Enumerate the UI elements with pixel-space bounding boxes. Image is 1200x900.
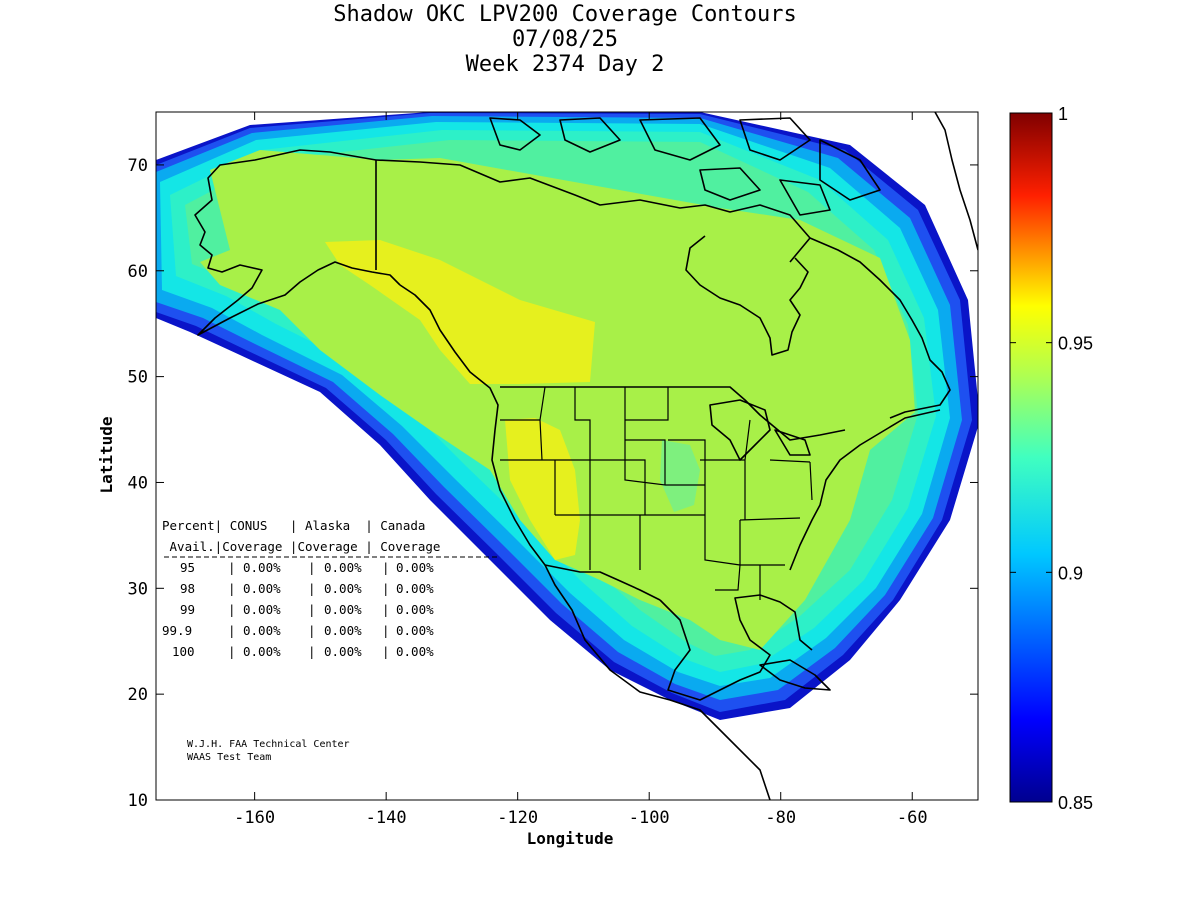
colorbar: 0.85 0.9 0.95 1	[1009, 104, 1093, 813]
y-tick-label: 50	[128, 368, 148, 388]
table-cell-canada: 0.00%	[396, 602, 434, 617]
arctic-islands	[489, 117, 881, 216]
colorbar-gradient	[1009, 112, 1053, 803]
table-separator: |	[228, 644, 236, 659]
table-separator: |	[382, 644, 390, 659]
table-cell-canada: 0.00%	[396, 623, 434, 638]
colorbar-tick-label: 0.95	[1058, 334, 1093, 354]
y-tick-label: 40	[128, 473, 148, 493]
table-header-row-1: Percent| CONUS | Alaska | Canada	[162, 518, 425, 533]
y-tick-label: 60	[128, 262, 148, 282]
table-row: 95 | 0.00% | 0.00% | 0.00%	[180, 560, 434, 575]
table-separator: |	[382, 602, 390, 617]
map-title-week: Week 2374 Day 2	[465, 52, 665, 77]
us-state-borders	[500, 386, 813, 600]
y-tick-label: 30	[128, 579, 148, 599]
table-row: 100 | 0.00% | 0.00% | 0.00%	[172, 644, 434, 659]
atlantic-coast	[789, 409, 941, 571]
x-tick-label: -100	[629, 808, 670, 828]
y-axis-label: Latitude	[97, 416, 116, 493]
table-cell-avail: 95	[180, 560, 195, 575]
cuba-outline	[759, 659, 831, 691]
hudson-bay	[685, 235, 809, 356]
table-row: 98 | 0.00% | 0.00% | 0.00%	[180, 581, 434, 596]
x-tick-label: -140	[366, 808, 407, 828]
great-lakes	[709, 399, 811, 461]
table-cell-avail: 99.9	[162, 623, 192, 638]
coverage-table: Percent| CONUS | Alaska | Canada Avail.|…	[162, 518, 500, 659]
greenland-coast	[934, 112, 978, 251]
table-cell-canada: 0.00%	[396, 581, 434, 596]
table-cell-alaska: 0.00%	[324, 560, 362, 575]
coverage-contours	[156, 112, 978, 720]
map-title-line-1: Shadow OKC LPV200 Coverage Contours	[333, 2, 797, 27]
table-cell-conus: 0.00%	[243, 560, 281, 575]
table-cell-avail: 99	[180, 602, 195, 617]
credit-block: W.J.H. FAA Technical Center WAAS Test Te…	[187, 739, 350, 763]
y-axis: 10 20 30 40 50 60 70 Latitude	[97, 156, 978, 811]
canada-arctic-coast	[375, 159, 811, 263]
table-header-row-2: Avail.|Coverage |Coverage | Coverage	[162, 539, 440, 554]
plot-frame	[155, 111, 979, 801]
table-cell-avail: 100	[172, 644, 195, 659]
table-separator: |	[308, 581, 316, 596]
x-tick-label: -60	[897, 808, 928, 828]
table-cell-alaska: 0.00%	[324, 581, 362, 596]
table-cell-conus: 0.00%	[243, 602, 281, 617]
table-cell-conus: 0.00%	[243, 623, 281, 638]
table-cell-conus: 0.00%	[243, 581, 281, 596]
colorbar-tick-label: 0.9	[1058, 563, 1083, 583]
coastlines-and-borders	[194, 112, 978, 800]
table-separator: |	[308, 602, 316, 617]
colorbar-tick-label: 1	[1058, 104, 1068, 124]
colorbar-tick-label: 0.85	[1058, 793, 1093, 813]
table-cell-canada: 0.00%	[396, 644, 434, 659]
table-cell-alaska: 0.00%	[324, 602, 362, 617]
contour-band-yellow-west	[505, 418, 580, 560]
alaska-coastline	[194, 149, 401, 336]
table-cell-canada: 0.00%	[396, 560, 434, 575]
table-separator: |	[308, 560, 316, 575]
credit-team: WAAS Test Team	[187, 752, 271, 763]
table-separator: |	[228, 602, 236, 617]
us-mexico-border	[544, 564, 661, 601]
x-axis: -160 -140 -120 -100 -80 -60 Longitude	[234, 112, 928, 848]
x-tick-label: -120	[497, 808, 538, 828]
x-tick-label: -160	[234, 808, 275, 828]
contour-band-green-plains	[660, 440, 700, 512]
table-cell-alaska: 0.00%	[324, 623, 362, 638]
table-separator: |	[228, 581, 236, 596]
table-row: 99 | 0.00% | 0.00% | 0.00%	[180, 602, 434, 617]
table-separator: |	[228, 560, 236, 575]
map-title-date: 07/08/25	[512, 27, 618, 52]
x-tick-label: -80	[765, 808, 796, 828]
table-separator: |	[382, 623, 390, 638]
table-cell-conus: 0.00%	[243, 644, 281, 659]
canada-us-border	[500, 386, 846, 441]
table-cell-avail: 98	[180, 581, 195, 596]
table-separator: |	[308, 623, 316, 638]
y-tick-label: 70	[128, 156, 148, 176]
table-row: 99.9 | 0.00% | 0.00% | 0.00%	[162, 623, 434, 638]
x-axis-label: Longitude	[527, 829, 614, 848]
table-separator: |	[228, 623, 236, 638]
y-tick-label: 10	[128, 791, 148, 811]
table-separator: |	[308, 644, 316, 659]
y-tick-label: 20	[128, 685, 148, 705]
table-separator: |	[382, 581, 390, 596]
pacific-coast	[399, 284, 771, 800]
labrador-and-quebec-coast	[809, 237, 951, 419]
contour-band-yellow-nw	[325, 240, 595, 384]
table-cell-alaska: 0.00%	[324, 644, 362, 659]
credit-organization: W.J.H. FAA Technical Center	[187, 739, 350, 750]
table-separator: |	[382, 560, 390, 575]
